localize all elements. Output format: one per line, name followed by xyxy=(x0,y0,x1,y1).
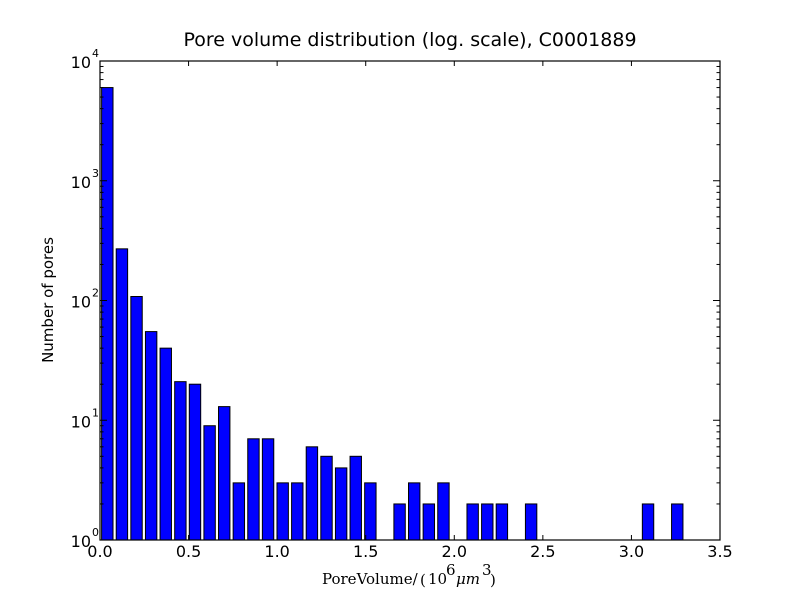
y-axis-label: Number of pores xyxy=(39,237,57,363)
bar xyxy=(641,503,655,541)
y-tick-label: 10 xyxy=(71,293,91,312)
bar xyxy=(393,503,406,541)
y-tick-label: 10 xyxy=(71,53,91,72)
y-tick-label: 10 xyxy=(71,412,91,431)
y-tick-exponent: 2 xyxy=(92,287,99,300)
bar xyxy=(305,446,319,541)
bar xyxy=(203,425,216,541)
bar xyxy=(144,331,158,541)
y-tick-label: 10 xyxy=(71,173,91,192)
bar xyxy=(261,438,275,541)
bar xyxy=(334,467,348,541)
bar xyxy=(218,406,231,541)
bar xyxy=(232,482,246,541)
x-axis-label: PoreVolume/ ( 10 6 μm 3 ) xyxy=(322,561,496,589)
y-tick-exponent: 4 xyxy=(92,47,99,60)
x-tick-label: 3.0 xyxy=(619,542,644,561)
x-axis-label-unit: μm xyxy=(456,570,480,588)
bar xyxy=(524,503,538,541)
bar xyxy=(115,248,129,541)
bar xyxy=(130,296,143,541)
bar xyxy=(291,482,304,541)
x-tick-label: 1.0 xyxy=(264,542,289,561)
bar xyxy=(481,503,494,541)
x-axis-label-power: 6 xyxy=(446,561,456,579)
x-axis-label-mantissa: 10 xyxy=(428,570,447,588)
bar xyxy=(276,482,289,541)
bar xyxy=(466,503,479,541)
bar xyxy=(247,438,260,541)
bar xyxy=(101,87,114,541)
x-axis-label-close-paren: ) xyxy=(490,571,496,589)
x-tick-label: 1.5 xyxy=(353,542,378,561)
bar xyxy=(174,381,187,541)
x-axis-label-unit-power: 3 xyxy=(482,561,492,579)
y-tick-exponent: 0 xyxy=(92,526,99,539)
x-tick-label: 2.5 xyxy=(530,542,555,561)
plot-frame xyxy=(99,60,721,541)
x-axis-ticks: 0.0 0.5 1.0 1.5 2.0 2.5 3.0 3.5 xyxy=(87,61,733,561)
bar xyxy=(495,503,509,541)
bar xyxy=(188,383,202,541)
bar xyxy=(671,503,684,541)
bar xyxy=(159,347,172,541)
x-axis-label-open-paren: ( xyxy=(420,571,426,589)
bar xyxy=(437,482,450,541)
bar xyxy=(320,455,333,541)
x-tick-label: 3.5 xyxy=(707,542,732,561)
y-tick-exponent: 3 xyxy=(92,167,99,180)
y-tick-exponent: 1 xyxy=(92,406,99,419)
bar xyxy=(349,455,362,541)
x-tick-label: 2.0 xyxy=(442,542,467,561)
x-tick-label: 0.0 xyxy=(87,542,112,561)
bar xyxy=(408,482,421,541)
chart-title: Pore volume distribution (log. scale), C… xyxy=(183,29,636,51)
y-tick-label: 10 xyxy=(71,532,91,551)
x-axis-label-prefix: PoreVolume/ xyxy=(322,570,419,588)
bar xyxy=(422,503,436,541)
bar xyxy=(364,482,377,541)
x-tick-label: 0.5 xyxy=(176,542,201,561)
